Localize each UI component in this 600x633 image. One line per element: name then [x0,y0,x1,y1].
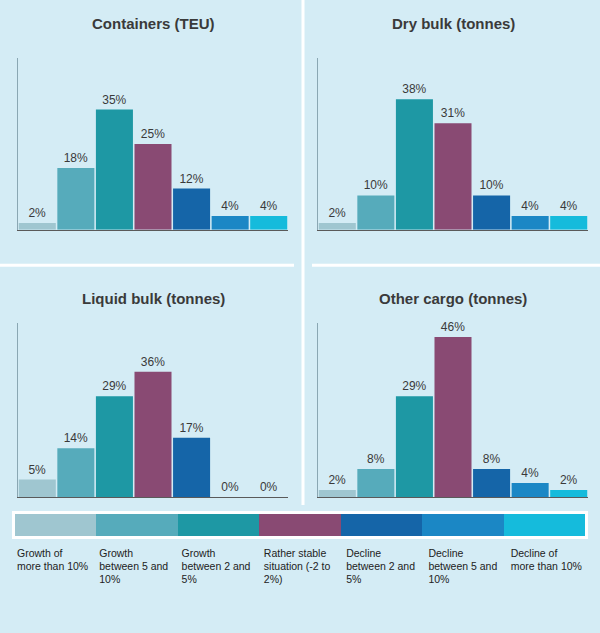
svg-text:31%: 31% [441,106,465,120]
html-text:Decline between 2 and 5%: Decline between 2 and 5% [346,547,415,585]
svg-text:10%: 10% [479,178,503,192]
svg-text:2%: 2% [328,206,346,220]
svg-text:Containers (TEU): Containers (TEU) [92,15,215,32]
svg-text:2%: 2% [560,473,578,487]
svg-text:2%: 2% [28,206,46,220]
svg-text:35%: 35% [102,93,126,107]
svg-text:46%: 46% [441,320,465,334]
svg-text:Dry bulk (tonnes): Dry bulk (tonnes) [392,15,515,32]
svg-text:4%: 4% [221,199,239,213]
svg-text:29%: 29% [102,379,126,393]
svg-text:10%: 10% [364,178,388,192]
svg-text:18%: 18% [64,151,88,165]
svg-text:4%: 4% [260,199,278,213]
svg-text:4%: 4% [521,199,539,213]
html-text:Rather stable situation (-2 to: Rather stable situation (-2 to 2%) [263,547,331,585]
svg-text:17%: 17% [179,421,203,435]
svg-text:8%: 8% [483,452,501,466]
html-text:Growth between 2 and 5%: Growth between 2 and 5% [181,547,251,585]
svg-text:Liquid bulk (tonnes): Liquid bulk (tonnes) [82,290,225,307]
svg-text:0%: 0% [221,480,239,494]
svg-text:29%: 29% [402,379,426,393]
svg-text:5%: 5% [28,463,46,477]
svg-text:36%: 36% [141,355,165,369]
svg-text:25%: 25% [141,127,165,141]
svg-text:12%: 12% [179,172,203,186]
svg-text:38%: 38% [402,82,426,96]
svg-text:2%: 2% [328,473,346,487]
svg-text:8%: 8% [367,452,385,466]
html-text:Decline between 5 and 10%: Decline between 5 and 10% [428,547,498,585]
html-text:Decline of more than 10%: Decline of more than 10% [510,547,582,572]
svg-text:4%: 4% [560,199,578,213]
svg-text:Other cargo (tonnes): Other cargo (tonnes) [379,290,527,307]
svg-text:14%: 14% [64,431,88,445]
html-text:Growth between 5 and 10%: Growth between 5 and 10% [99,547,169,585]
svg-text:0%: 0% [260,480,278,494]
html-text:Growth of more than 10%: Growth of more than 10% [17,547,89,572]
svg-text:4%: 4% [521,466,539,480]
